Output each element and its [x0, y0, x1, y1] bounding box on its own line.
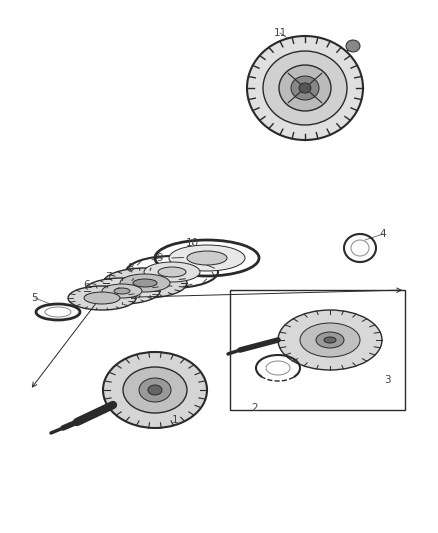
Ellipse shape [279, 65, 331, 111]
Ellipse shape [114, 288, 130, 294]
Ellipse shape [169, 245, 245, 271]
Ellipse shape [158, 267, 186, 277]
Ellipse shape [299, 83, 311, 93]
Ellipse shape [84, 278, 160, 304]
Ellipse shape [103, 268, 187, 298]
Ellipse shape [351, 240, 369, 256]
Ellipse shape [133, 279, 157, 287]
Text: 6: 6 [84, 280, 90, 290]
Text: 9: 9 [157, 253, 163, 263]
Text: 2: 2 [252, 403, 258, 413]
Ellipse shape [139, 378, 171, 402]
Text: 5: 5 [32, 293, 38, 303]
Ellipse shape [291, 76, 319, 100]
Ellipse shape [68, 286, 136, 310]
Ellipse shape [263, 51, 347, 125]
Ellipse shape [120, 274, 170, 292]
Bar [230, 290, 405, 410]
Text: 4: 4 [380, 229, 386, 239]
Ellipse shape [102, 284, 142, 298]
Ellipse shape [346, 40, 360, 52]
Text: 8: 8 [128, 263, 134, 273]
Text: 11: 11 [273, 28, 286, 38]
Text: 1: 1 [172, 415, 178, 425]
Ellipse shape [187, 251, 227, 265]
Ellipse shape [84, 292, 120, 304]
Ellipse shape [45, 307, 71, 317]
Ellipse shape [103, 352, 207, 428]
Text: 10: 10 [185, 238, 198, 248]
Text: 7: 7 [105, 272, 111, 282]
Ellipse shape [278, 310, 382, 370]
Ellipse shape [316, 332, 344, 348]
Ellipse shape [148, 385, 162, 395]
Ellipse shape [324, 337, 336, 343]
Ellipse shape [123, 367, 187, 413]
Ellipse shape [300, 323, 360, 357]
Text: 3: 3 [384, 375, 390, 385]
Ellipse shape [144, 262, 200, 282]
Ellipse shape [247, 36, 363, 140]
Ellipse shape [266, 361, 290, 375]
